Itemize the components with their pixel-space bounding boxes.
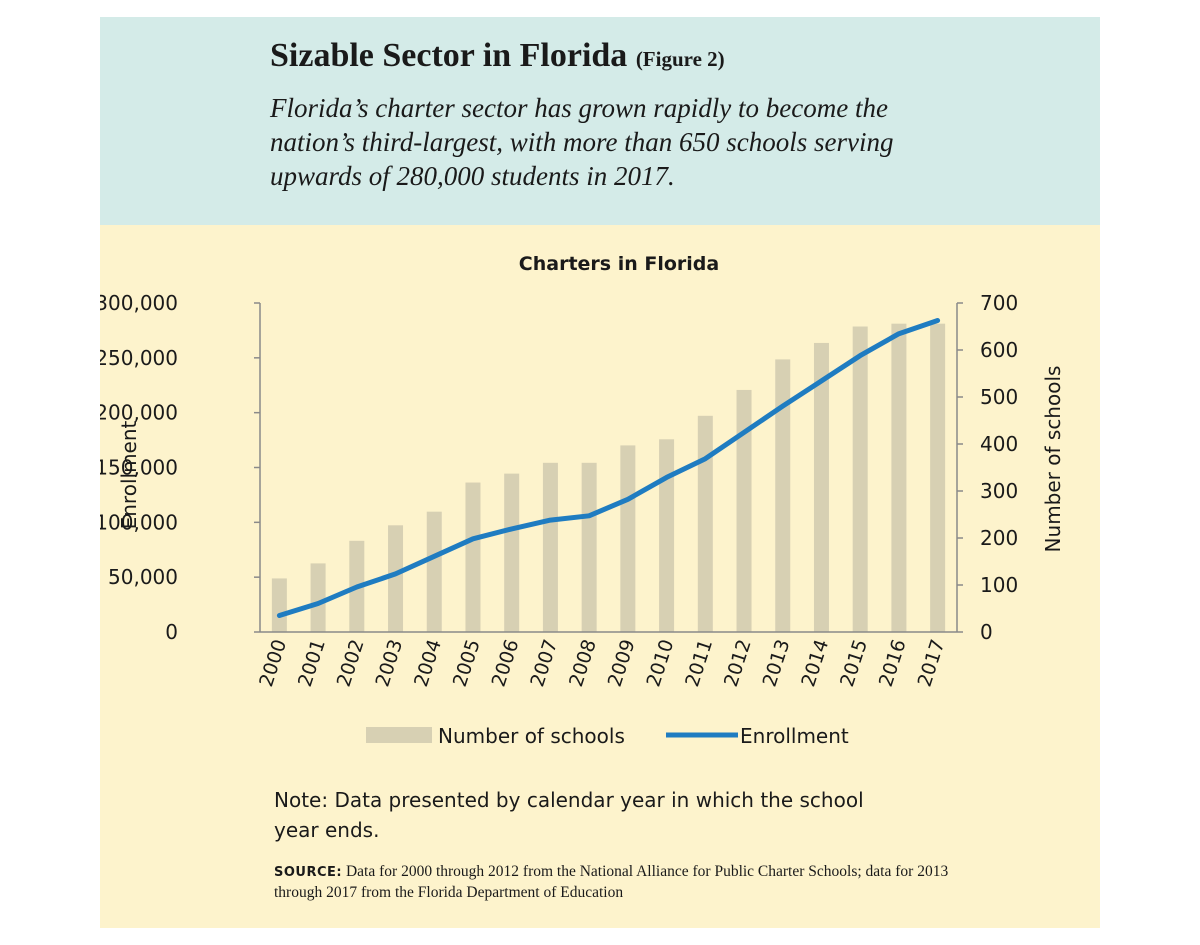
x-tick-label: 2008 [565, 637, 601, 690]
right-axis-ticks: 0 100 200 300 400 500 600 700 [957, 291, 1018, 644]
right-tick-label: 500 [980, 385, 1018, 409]
x-tick-label: 2000 [255, 637, 291, 690]
bar-2016 [891, 323, 907, 632]
bar-2009 [620, 445, 636, 632]
x-tick-label: 2011 [681, 637, 717, 690]
left-tick-label: 300,000 [100, 291, 178, 315]
bar-2000 [271, 578, 287, 632]
bar-2015 [852, 326, 868, 632]
bar-2017 [930, 323, 946, 632]
right-tick-label: 300 [980, 479, 1018, 503]
legend-label-enrollment: Enrollment [740, 724, 849, 748]
x-tick-label: 2017 [914, 637, 950, 690]
x-tick-label: 2002 [333, 637, 369, 690]
left-tick-label: 100,000 [100, 510, 178, 534]
bar-2004 [426, 511, 442, 632]
right-tick-label: 200 [980, 526, 1018, 550]
bar-2011 [697, 415, 713, 632]
x-tick-label: 2013 [759, 637, 795, 690]
bar-2013 [775, 359, 791, 632]
figure-title: Sizable Sector in Florida (Figure 2) [270, 37, 725, 75]
left-axis-ticks: 0 50,000 100,000 150,000 200,000 250,000 300,0… [100, 291, 260, 644]
left-tick-label: 150,000 [100, 456, 178, 480]
chart-source: SOURCE: Data for 2000 through 2012 from … [274, 862, 974, 903]
x-tick-label: 2001 [294, 637, 330, 690]
bar-2001 [310, 563, 326, 632]
figure-subtitle: Florida’s charter sector has grown rapid… [270, 93, 894, 191]
chart-title: Charters in Florida [519, 253, 719, 275]
figure-label: (Figure 2) [635, 47, 725, 71]
right-tick-label: 0 [980, 620, 993, 644]
bar-2007 [542, 462, 558, 632]
right-tick-label: 100 [980, 573, 1018, 597]
combo-chart: Charters in Florida 0 50,000 100,000 150,00… [100, 253, 1065, 748]
left-tick-label: 200,000 [100, 401, 178, 425]
left-axis-label: Enrollment [117, 420, 141, 529]
line-series-enrollment [276, 318, 941, 618]
x-tick-label: 2012 [720, 637, 756, 690]
left-tick-label: 50,000 [108, 565, 178, 589]
x-axis-ticks: 2000 2001 2002 2003 2004 2005 2006 2007 2008 2009… [255, 637, 949, 690]
left-tick-label: 0 [165, 620, 178, 644]
x-tick-label: 2005 [449, 637, 485, 690]
bar-2006 [504, 473, 520, 632]
title-text: Sizable Sector in Florida [270, 37, 628, 74]
right-tick-label: 400 [980, 432, 1018, 456]
chart-legend: Number of schools Enrollment [366, 724, 849, 748]
x-tick-label: 2014 [797, 637, 833, 690]
bar-2012 [736, 389, 752, 632]
bar-2014 [813, 342, 829, 632]
x-tick-label: 2004 [410, 637, 446, 690]
right-tick-label: 700 [980, 291, 1018, 315]
figure-header: Sizable Sector in Florida (Figure 2) Flo… [100, 17, 1100, 225]
x-tick-label: 2003 [371, 637, 407, 690]
x-tick-label: 2009 [604, 637, 640, 690]
right-axis-label: Number of schools [1041, 366, 1065, 553]
chart-note: Note: Data presented by calendar year in… [274, 788, 864, 842]
right-tick-label: 600 [980, 338, 1018, 362]
x-tick-label: 2007 [526, 637, 562, 690]
figure-panel: Sizable Sector in Florida (Figure 2) Flo… [100, 17, 1100, 928]
bar-2008 [581, 462, 597, 632]
bar-2005 [465, 482, 481, 632]
legend-swatch-number-of-schools [366, 727, 432, 743]
left-tick-label: 250,000 [100, 346, 178, 370]
source-label: SOURCE: [274, 865, 343, 880]
x-tick-label: 2010 [642, 637, 678, 690]
bar-series-number-of-schools [271, 323, 946, 632]
source-text: Data for 2000 through 2012 from the Nati… [274, 863, 949, 901]
bar-2010 [659, 439, 675, 632]
legend-label-number-of-schools: Number of schools [438, 724, 625, 748]
x-tick-label: 2006 [488, 637, 524, 690]
bar-2003 [388, 525, 404, 632]
x-tick-label: 2016 [875, 637, 911, 690]
x-tick-label: 2015 [836, 637, 872, 690]
